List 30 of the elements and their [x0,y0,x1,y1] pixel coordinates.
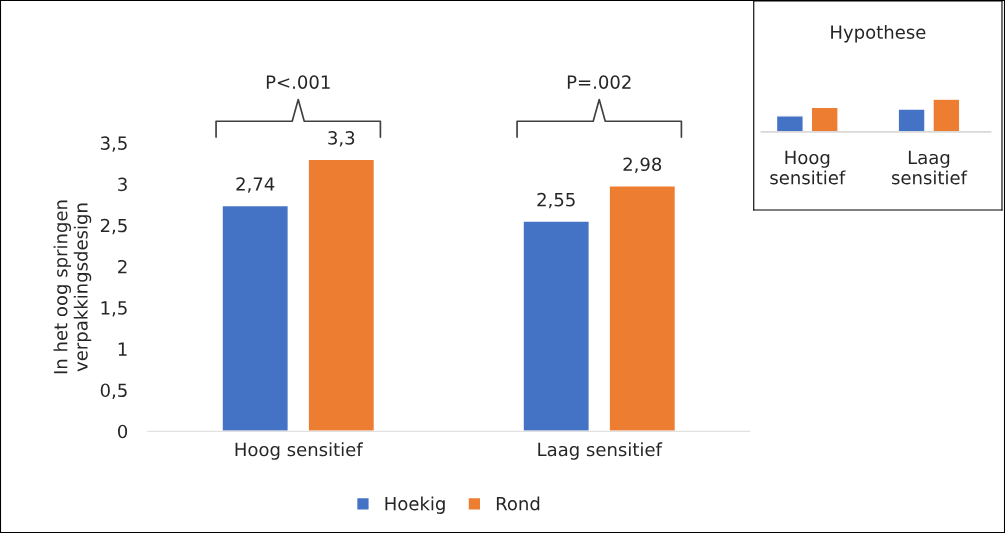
text: P=.002 [567,75,631,89]
bar [307,158,376,432]
bar [810,106,839,133]
data-label: 2,55 [537,192,575,209]
chart-title: Hypothese [831,24,926,43]
bar [897,108,926,133]
x-tick-label: Hoog sensitief [770,150,846,185]
legend-label: Rond [496,496,540,511]
y-tick-label: 0,5 [100,383,127,399]
bar [932,98,961,133]
x-tick-label: Hoog sensitief [235,442,363,460]
y-axis-title: In het oog springen verpakkingsdesign [53,200,92,374]
data-label: 2,98 [623,157,662,173]
y-tick-label: 0 [117,424,128,439]
x-tick-label: Laag sensitief [538,442,663,460]
y-tick-label: 3,5 [100,136,127,152]
y-tick-label: 2 [118,259,127,274]
bar [608,184,677,432]
data-label: 2,74 [236,177,275,193]
y-tick-label: 2,5 [100,218,127,235]
x-tick-label: Laag sensitief [891,150,968,185]
y-tick-label: 1,5 [101,301,127,317]
bar [522,220,590,432]
text: P<.001 [266,75,330,89]
legend-label: Hoekig [385,496,445,514]
bar [221,204,289,432]
y-tick-label: 3 [118,177,127,192]
y-tick-label: 1 [118,342,127,356]
data-label: 3,3 [328,131,355,147]
bar [775,115,804,133]
